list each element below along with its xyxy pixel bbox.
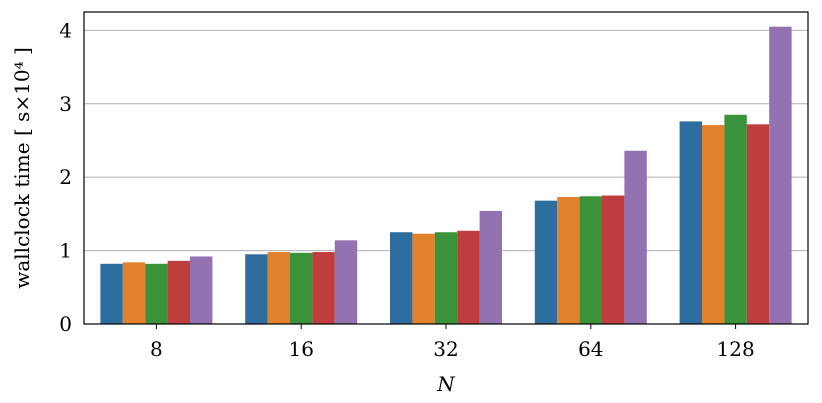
bar-128-series-1 (679, 121, 702, 324)
bar-128-series-5 (769, 26, 792, 325)
bar-32-series-4 (457, 230, 480, 324)
bar-32-series-5 (479, 210, 502, 324)
bar-8-series-1 (100, 263, 123, 324)
x-tick-label: 8 (150, 337, 163, 361)
x-axis-title: N (436, 372, 456, 396)
x-tick-label: 16 (288, 337, 313, 361)
bar-64-series-1 (534, 200, 558, 324)
x-tick-label: 32 (433, 337, 458, 361)
y-tick-label: 1 (59, 239, 72, 263)
bar-128-series-2 (702, 125, 725, 325)
bar-16-series-5 (334, 240, 358, 324)
bar-32-series-3 (434, 232, 458, 324)
bar-8-series-4 (167, 260, 190, 324)
bar-128-series-4 (746, 124, 770, 324)
bar-32-series-2 (412, 233, 435, 324)
y-tick-label: 2 (59, 165, 72, 189)
y-ticks: 0 1 2 3 4 (59, 18, 72, 336)
bar-16-series-4 (312, 252, 335, 324)
bar-64-series-4 (602, 195, 625, 324)
y-tick-label: 4 (59, 18, 72, 42)
bar-64-series-5 (624, 150, 647, 324)
bar-8-series-2 (122, 262, 146, 324)
y-tick-label: 3 (59, 92, 72, 116)
bars (100, 26, 792, 325)
bar-64-series-2 (557, 196, 580, 324)
bar-16-series-3 (290, 252, 313, 324)
bar-16-series-1 (245, 254, 268, 324)
x-tick-label: 128 (717, 337, 755, 361)
bar-8-series-3 (145, 263, 168, 324)
x-tick-label: 64 (578, 337, 603, 361)
bar-128-series-3 (724, 114, 747, 324)
y-axis-title: wallclock time [ s×10⁴ ] (10, 47, 34, 289)
bar-8-series-5 (190, 256, 213, 324)
bar-64-series-3 (579, 196, 602, 324)
bar-16-series-2 (267, 252, 290, 324)
x-ticks: 8 16 32 64 128 (150, 324, 755, 361)
y-tick-label: 0 (59, 312, 72, 336)
bar-32-series-1 (390, 232, 413, 324)
